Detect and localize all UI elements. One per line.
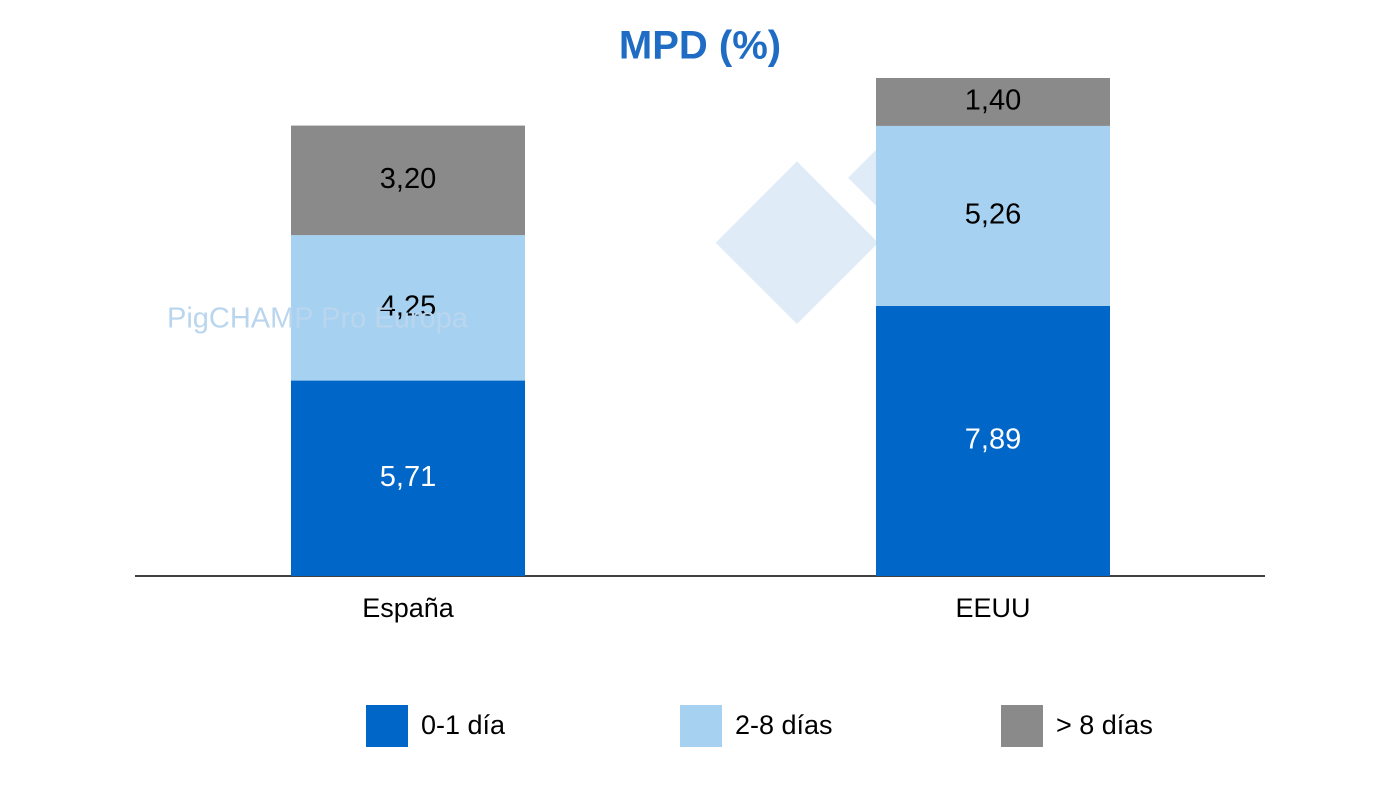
x-tick-label: España [362, 593, 455, 623]
legend-swatch [366, 705, 408, 747]
bar-segment [291, 125, 525, 236]
bar-segment [876, 125, 1110, 306]
x-tick-label: EEUU [955, 593, 1030, 623]
legend-label: 2-8 días [735, 710, 833, 740]
bar-segment [291, 380, 525, 576]
data-label: 5,71 [380, 461, 436, 493]
legend-label: 0-1 día [421, 710, 506, 740]
data-label: 7,89 [965, 424, 1021, 456]
legend-swatch [1001, 705, 1043, 747]
bar-segment [876, 305, 1110, 576]
data-label: 4,25 [380, 290, 436, 322]
watermark: PigCHAMP Pro Europa [167, 303, 469, 335]
data-label: 1,40 [965, 85, 1021, 117]
chart-title: MPD (%) [619, 24, 781, 68]
legend-label: > 8 días [1056, 710, 1153, 740]
legend-swatch [680, 705, 722, 747]
bar-segment [291, 235, 525, 381]
data-label: 3,20 [380, 163, 436, 195]
data-label: 5,26 [965, 199, 1021, 231]
bar-segment [876, 78, 1110, 126]
